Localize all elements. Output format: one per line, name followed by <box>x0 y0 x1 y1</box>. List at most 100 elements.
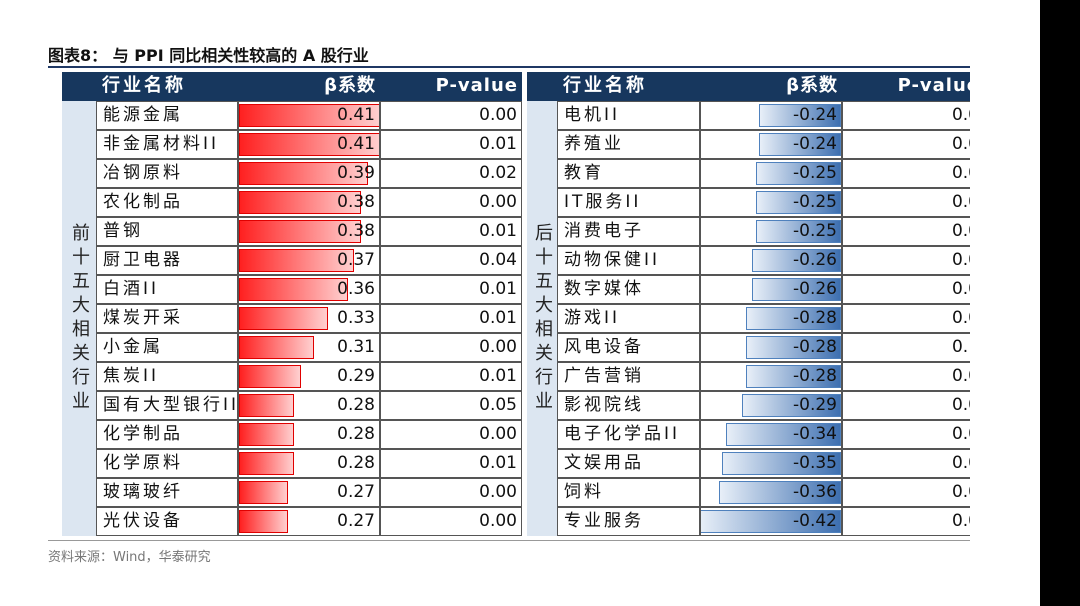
beta-bar <box>759 133 841 156</box>
industry-name: 煤炭开采 <box>96 304 238 333</box>
beta-value: 0.28 <box>337 453 375 473</box>
side-label: 前十五大相关行业 <box>62 101 96 536</box>
beta-value: -0.26 <box>793 250 837 270</box>
p-value: 0.0 <box>842 478 970 507</box>
column-header: β系数 <box>238 72 380 101</box>
beta-bar <box>239 307 328 330</box>
beta-cell: -0.42 <box>700 507 842 536</box>
column-header: β系数 <box>700 72 842 101</box>
beta-cell: 0.41 <box>238 130 380 159</box>
beta-value: 0.28 <box>337 424 375 444</box>
p-value: 0.00 <box>380 188 522 217</box>
beta-cell: -0.26 <box>700 246 842 275</box>
beta-value: 0.28 <box>337 395 375 415</box>
beta-value: 0.38 <box>337 192 375 212</box>
beta-bar <box>239 278 348 301</box>
industry-name: 小金属 <box>96 333 238 362</box>
p-value: 0.01 <box>380 449 522 478</box>
p-value: 0.0 <box>842 101 970 130</box>
p-value: 0.0 <box>842 507 970 536</box>
beta-value: -0.25 <box>793 221 837 241</box>
beta-value: 0.38 <box>337 221 375 241</box>
beta-bar <box>745 307 841 330</box>
beta-bar <box>759 104 841 127</box>
beta-bar <box>752 278 841 301</box>
industry-name: 厨卫电器 <box>96 246 238 275</box>
p-value: 0.0 <box>842 130 970 159</box>
beta-value: -0.25 <box>793 163 837 183</box>
p-value: 0.01 <box>380 362 522 391</box>
beta-cell: 0.27 <box>238 507 380 536</box>
beta-cell: -0.25 <box>700 217 842 246</box>
beta-value: -0.26 <box>793 279 837 299</box>
beta-value: -0.28 <box>793 308 837 328</box>
beta-value: -0.29 <box>793 395 837 415</box>
beta-value: 0.27 <box>337 511 375 531</box>
beta-cell: 0.33 <box>238 304 380 333</box>
p-value: 0.0 <box>842 159 970 188</box>
industry-name: 影视院线 <box>557 391 700 420</box>
header-blank <box>527 72 557 101</box>
industry-name: 农化制品 <box>96 188 238 217</box>
beta-value: 0.29 <box>337 366 375 386</box>
beta-bar <box>725 423 841 446</box>
industry-name: 动物保健II <box>557 246 700 275</box>
beta-bar <box>701 510 841 533</box>
beta-bar <box>239 162 368 185</box>
beta-cell: 0.38 <box>238 188 380 217</box>
beta-value: 0.36 <box>337 279 375 299</box>
beta-value: 0.27 <box>337 482 375 502</box>
beta-cell: 0.28 <box>238 449 380 478</box>
industry-name: 游戏II <box>557 304 700 333</box>
screen-edge <box>1040 0 1080 606</box>
beta-value: -0.24 <box>793 134 837 154</box>
beta-value: 0.39 <box>337 163 375 183</box>
beta-cell: -0.28 <box>700 362 842 391</box>
footer-rule <box>48 540 970 541</box>
industry-name: 电机II <box>557 101 700 130</box>
beta-value: 0.37 <box>337 250 375 270</box>
beta-cell: 0.37 <box>238 246 380 275</box>
industry-name: 普钢 <box>96 217 238 246</box>
beta-bar <box>239 394 295 417</box>
beta-cell: -0.29 <box>700 391 842 420</box>
beta-cell: 0.29 <box>238 362 380 391</box>
p-value: 0.01 <box>380 217 522 246</box>
industry-name: 焦炭II <box>96 362 238 391</box>
industry-name: 专业服务 <box>557 507 700 536</box>
beta-bar <box>755 191 841 214</box>
beta-cell: 0.28 <box>238 391 380 420</box>
beta-cell: 0.27 <box>238 478 380 507</box>
industry-name: 光伏设备 <box>96 507 238 536</box>
industry-name: 玻璃玻纤 <box>96 478 238 507</box>
p-value: 0.01 <box>380 304 522 333</box>
beta-bar <box>239 220 361 243</box>
p-value: 0.01 <box>380 275 522 304</box>
p-value: 0.0 <box>842 362 970 391</box>
beta-bar <box>239 423 295 446</box>
column-header: P-value <box>842 72 970 101</box>
beta-value: -0.42 <box>793 511 837 531</box>
beta-value: 0.31 <box>337 337 375 357</box>
industry-name: IT服务II <box>557 188 700 217</box>
column-header: 行业名称 <box>557 72 700 101</box>
beta-bar <box>239 365 301 388</box>
beta-value: -0.28 <box>793 337 837 357</box>
p-value: 0.00 <box>380 101 522 130</box>
beta-bar <box>239 336 315 359</box>
industry-name: 养殖业 <box>557 130 700 159</box>
p-value: 0.01 <box>380 130 522 159</box>
beta-bar <box>239 133 379 156</box>
column-header: P-value <box>380 72 522 101</box>
beta-value: 0.33 <box>337 308 375 328</box>
beta-cell: 0.41 <box>238 101 380 130</box>
beta-cell: -0.28 <box>700 333 842 362</box>
p-value: 0.00 <box>380 333 522 362</box>
industry-name: 冶钢原料 <box>96 159 238 188</box>
beta-bar <box>239 104 379 127</box>
beta-bar <box>239 510 288 533</box>
side-label: 后十五大相关行业 <box>527 101 557 536</box>
industry-name: 化学制品 <box>96 420 238 449</box>
beta-cell: -0.24 <box>700 130 842 159</box>
beta-bar <box>239 452 295 475</box>
